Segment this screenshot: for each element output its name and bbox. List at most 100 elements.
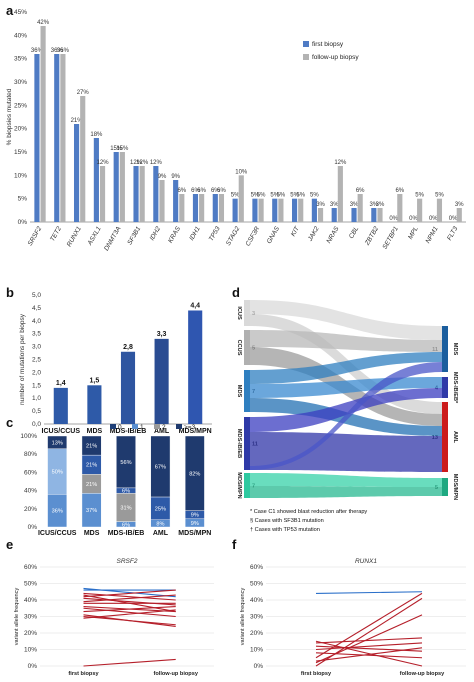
a-data-label: 9% <box>171 174 180 180</box>
a-bar-followup <box>40 26 46 222</box>
a-bar-followup <box>377 208 383 222</box>
a-data-label: 5% <box>277 193 286 199</box>
e-vaf-line <box>83 587 176 598</box>
b-ytick-label: 4,5 <box>32 305 41 312</box>
b-ytick-label: 3,5 <box>32 331 41 338</box>
c-segment-label: 6% <box>122 522 130 528</box>
c-segment-label: 13% <box>52 440 63 446</box>
a-ytick-label: 5% <box>18 196 28 203</box>
b-category-label: MDS-IB/EB <box>110 428 147 435</box>
a-bar-first <box>73 124 80 222</box>
a-ytick-label: 25% <box>14 102 27 109</box>
a-ytick-label: 35% <box>14 56 27 63</box>
a-bar-first <box>93 138 99 222</box>
e-vaf-line <box>83 589 176 598</box>
d-flow-band <box>250 352 442 384</box>
b-ytick-label: 2,5 <box>32 357 41 364</box>
b-bar <box>87 385 102 424</box>
c-legend-swatch <box>154 424 160 429</box>
a-bar-first <box>232 198 238 222</box>
c-segment-label: 6% <box>122 489 130 495</box>
a-bar-followup <box>80 96 86 222</box>
f-ytick-label: 40% <box>250 597 263 604</box>
f-vaf-line <box>315 647 423 662</box>
e-vaf-line <box>83 658 176 667</box>
a-bar-followup <box>436 198 443 222</box>
a-data-label: 3% <box>330 202 339 208</box>
f-vaf-line <box>315 642 423 651</box>
a-bar-first <box>331 208 337 222</box>
c-legend-swatch <box>132 424 138 429</box>
a-legend-label: follow-up biopsy <box>312 54 359 61</box>
c-ytick-label: 20% <box>24 506 37 513</box>
a-bar-followup <box>298 198 304 222</box>
a-bar-first <box>212 194 218 222</box>
panel-d-letter: d <box>232 285 240 300</box>
a-bar-followup <box>238 175 244 222</box>
d-flow-band <box>250 362 442 470</box>
a-category-label: IDH2 <box>149 225 163 242</box>
a-category-label: ZBTB2 <box>363 225 380 247</box>
c-category-label: AML <box>153 530 169 537</box>
a-bar-followup <box>218 194 225 222</box>
a-ytick-label: 0% <box>18 219 28 226</box>
a-category-label: KIT <box>290 225 302 238</box>
e-vaf-line <box>83 607 176 618</box>
a-category-label: GNAS <box>266 225 282 245</box>
b-ytick-label: 2,0 <box>32 369 41 376</box>
a-category-label: CSF3R <box>245 225 262 247</box>
e-vaf-line <box>83 594 176 603</box>
b-ytick-label: 1,0 <box>32 395 41 402</box>
a-data-label: 36% <box>51 48 64 54</box>
c-ytick-label: 100% <box>20 433 37 440</box>
a-category-label: STAG2 <box>225 225 242 247</box>
a-data-label: 5% <box>435 193 444 199</box>
a-data-label: 18% <box>90 132 103 138</box>
d-flow-band <box>250 388 442 432</box>
c-segment-label: 9% <box>191 521 199 527</box>
a-ytick-label: 30% <box>14 79 27 86</box>
a-category-label: FLT3 <box>446 225 460 242</box>
f-category-label: follow-up biopsy <box>400 671 445 677</box>
c-stack-segment <box>116 435 136 489</box>
e-ytick-label: 10% <box>24 647 37 654</box>
a-category-label: KRAS <box>167 225 182 244</box>
c-legend-swatch <box>110 424 116 429</box>
e-y-axis-label: variant allele frequency <box>14 588 20 646</box>
b-data-label: 1,5 <box>90 377 100 384</box>
a-category-label: IDH1 <box>188 225 202 242</box>
a-bar-followup <box>199 194 205 222</box>
b-ytick-label: 0,0 <box>32 421 41 428</box>
c-segment-label: 25% <box>155 506 166 512</box>
a-category-label: TP53 <box>208 225 222 242</box>
d-left-node-label: ICUS <box>236 306 242 320</box>
a-ytick-label: 40% <box>14 32 27 39</box>
b-category-label: MDS <box>87 428 103 435</box>
d-right-node-label: AML <box>452 431 458 444</box>
c-segment-label: 50% <box>52 469 63 475</box>
e-ytick-label: 0% <box>28 663 38 670</box>
a-category-label: TET2 <box>49 225 63 243</box>
b-ytick-label: 0,5 <box>32 408 41 415</box>
f-vaf-line <box>315 640 423 667</box>
f-vaf-line <box>315 652 423 659</box>
a-bar-followup <box>317 208 324 222</box>
e-category-label: follow-up biopsy <box>154 671 199 677</box>
c-segment-label: 21% <box>86 463 97 469</box>
a-data-label: 5% <box>415 193 424 199</box>
d-right-node-label: MDS-IB/EB* <box>452 372 458 404</box>
e-chart-title: SRSF2 <box>117 558 138 565</box>
d-right-node-bar <box>442 478 448 496</box>
a-data-label: 5% <box>231 193 240 199</box>
a-data-label: 21% <box>71 118 84 124</box>
e-vaf-line <box>83 594 176 613</box>
a-category-label: SF3B1 <box>126 225 142 246</box>
f-category-label: first biopsy <box>301 671 332 677</box>
f-ytick-label: 20% <box>250 630 263 637</box>
a-bar-followup <box>159 180 165 222</box>
c-segment-label: 36% <box>52 509 63 515</box>
a-bar-followup <box>357 194 363 222</box>
a-category-label: RUNX1 <box>66 225 83 248</box>
a-data-label: 36% <box>31 48 44 54</box>
